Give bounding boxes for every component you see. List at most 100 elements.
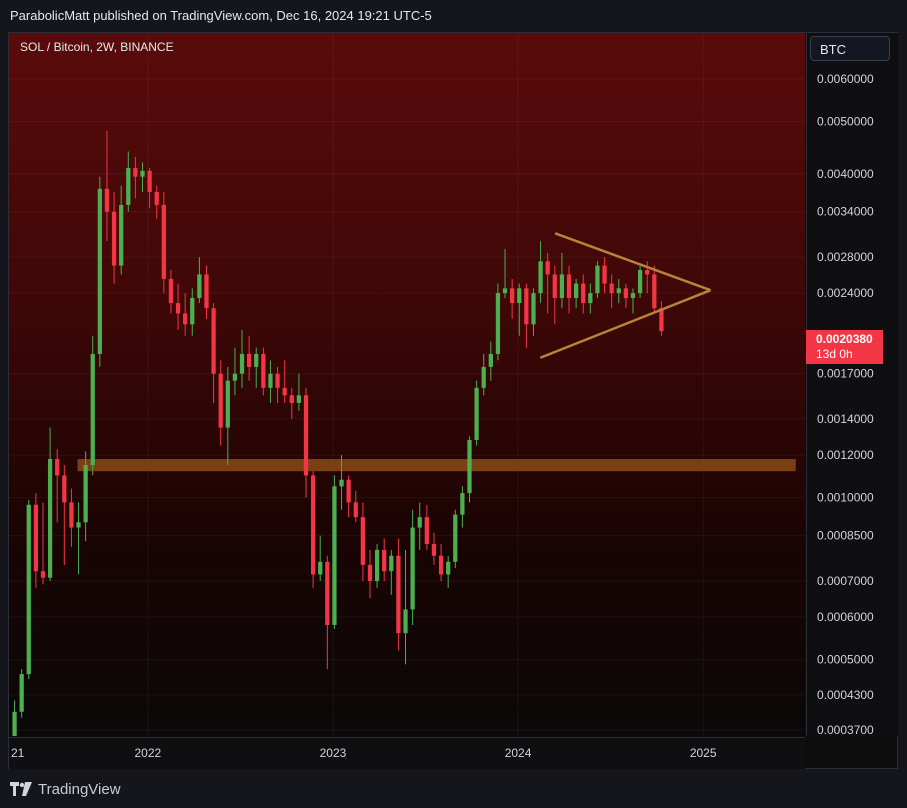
candle-body — [382, 549, 387, 572]
price-tick-label: 0.0006000 — [817, 610, 874, 624]
candle-body — [69, 502, 74, 528]
chart-plot-area[interactable] — [9, 33, 805, 736]
candle-body — [318, 561, 323, 575]
candle-body — [595, 265, 600, 294]
candle-body — [545, 261, 550, 275]
candle-body — [239, 353, 245, 374]
bar-countdown: 13d 0h — [816, 347, 853, 361]
candle-body — [296, 395, 302, 403]
price-tick-label: 0.0060000 — [817, 72, 874, 86]
candle-body — [140, 170, 145, 177]
time-tick-label: 21 — [11, 746, 25, 760]
candle-body — [659, 308, 664, 332]
candle-body — [268, 373, 273, 388]
candle-body — [360, 517, 366, 565]
candle-body — [62, 475, 67, 503]
price-tick-label: 0.0008500 — [817, 529, 874, 543]
candle-body — [289, 395, 294, 403]
candle-body — [538, 261, 543, 294]
triangle-lower-line — [539, 289, 712, 359]
support-zone — [77, 459, 796, 472]
price-tick-label: 0.0017000 — [817, 367, 874, 381]
price-tick-label: 0.0050000 — [817, 115, 874, 129]
candle-body — [218, 373, 223, 428]
candle-body — [332, 486, 337, 625]
candle-body — [303, 395, 309, 476]
candle-body — [431, 544, 437, 556]
candle-body — [524, 288, 529, 325]
tradingview-footer: TradingView — [10, 778, 121, 800]
candle-body — [339, 479, 344, 487]
candle-body — [453, 514, 458, 562]
candle-body — [282, 387, 287, 396]
candle-body — [310, 475, 316, 575]
candle-body — [396, 555, 401, 634]
candle-body — [261, 353, 266, 388]
candle-body — [161, 204, 166, 279]
candle-body — [55, 459, 60, 476]
candle-body — [581, 283, 586, 304]
candle-body — [97, 188, 102, 354]
tradingview-brand: TradingView — [38, 780, 121, 798]
candle-body — [403, 609, 408, 634]
candle-body — [588, 293, 593, 304]
candle-body — [325, 561, 330, 625]
candlestick-chart — [9, 33, 805, 736]
candle-body — [566, 274, 572, 299]
time-tick-label: 2022 — [134, 746, 161, 760]
candle-body — [481, 366, 486, 388]
price-tick-label: 0.0014000 — [817, 412, 874, 426]
candle-body — [175, 303, 181, 314]
candle-body — [154, 191, 159, 205]
price-tick-label: 0.0003700 — [817, 723, 874, 736]
candle-body — [374, 549, 380, 582]
candle-body — [47, 459, 53, 578]
candle-body — [410, 527, 415, 610]
candle-body — [353, 502, 358, 518]
candle-body — [559, 274, 565, 299]
price-axis[interactable]: 0.0060000 0.0050000 0.0040000 0.0034000 0.00… — [806, 33, 898, 737]
price-tick-label: 0.0034000 — [817, 205, 874, 219]
triangle-upper-line — [554, 232, 712, 292]
candle-body — [247, 353, 252, 367]
current-price-value: 0.0020380 — [816, 332, 873, 346]
candle-body — [438, 555, 444, 575]
tradingview-logo-icon — [10, 782, 32, 796]
candle-body — [254, 353, 259, 367]
candle-body — [225, 380, 230, 428]
candle-body — [197, 274, 202, 299]
candle-body — [367, 564, 373, 582]
time-axis-labels: 21 2022 2023 2024 2025 — [11, 746, 717, 760]
candle-body — [652, 274, 657, 309]
time-axis[interactable]: 21 2022 2023 2024 2025 — [9, 737, 805, 769]
candle-body — [190, 298, 195, 325]
candle-body — [389, 555, 394, 572]
candle-body — [126, 167, 131, 205]
candle-body — [637, 269, 643, 294]
candle-body — [346, 479, 351, 503]
candle-body — [168, 278, 174, 304]
current-price-tag: 0.0020380 13d 0h — [806, 330, 883, 364]
candle-body — [467, 440, 472, 494]
candle-body — [517, 288, 522, 304]
price-axis-labels: 0.0060000 0.0050000 0.0040000 0.0034000 0.00… — [817, 72, 874, 737]
candle-body — [474, 387, 479, 441]
candle-body — [119, 204, 124, 266]
price-tick-label: 0.0007000 — [817, 574, 874, 588]
candle-body — [211, 308, 216, 374]
candle-body — [552, 274, 557, 299]
publisher-line: ParabolicMatt published on TradingView.c… — [0, 0, 907, 32]
time-tick-label: 2023 — [320, 746, 347, 760]
price-tick-label: 0.0040000 — [817, 167, 874, 181]
price-tick-label: 0.0028000 — [817, 250, 874, 264]
price-tick-label: 0.0004300 — [817, 688, 874, 702]
candle-body — [111, 211, 117, 266]
candle-body — [616, 288, 621, 294]
candle-body — [204, 274, 209, 309]
candle-body — [531, 293, 536, 325]
candle-body — [495, 293, 501, 354]
candle-body — [488, 353, 493, 367]
symbol-legend: SOL / Bitcoin, 2W, BINANCE — [20, 40, 174, 54]
candle-body — [90, 353, 95, 466]
currency-button[interactable]: BTC — [810, 36, 890, 61]
